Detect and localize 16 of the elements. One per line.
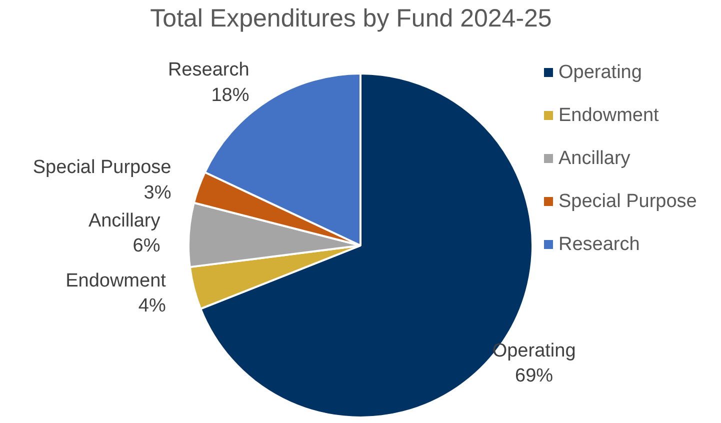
legend-label: Ancillary — [558, 148, 631, 169]
slice-label: Operating — [492, 340, 576, 362]
data-label: 3% — [144, 182, 172, 204]
legend-label: Operating — [558, 62, 642, 83]
data-label: 6% — [132, 236, 160, 257]
legend-label: Endowment — [558, 105, 660, 126]
legend-label: Research — [558, 234, 640, 255]
data-label: 69% — [515, 366, 554, 387]
chart-title: Total Expenditures by Fund 2024-25 — [150, 4, 552, 32]
slice-label: Special Purpose — [32, 157, 172, 178]
legend-label: Special Purpose — [558, 191, 697, 212]
slice-label: Endowment — [66, 270, 167, 292]
data-label: 18% — [211, 84, 250, 106]
data-label: 4% — [138, 296, 166, 317]
slice-label: Research — [168, 60, 250, 81]
slice-label: Ancillary — [88, 210, 161, 232]
